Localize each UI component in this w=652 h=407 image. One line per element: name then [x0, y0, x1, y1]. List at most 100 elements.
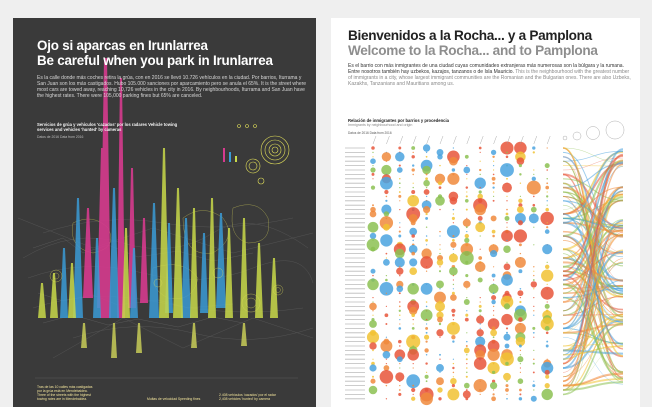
bubble-mark — [475, 336, 486, 347]
bubble-mark — [425, 235, 428, 237]
bubble-mark — [367, 278, 379, 291]
bubble-mark — [439, 248, 441, 250]
bubble-mark — [411, 327, 415, 330]
bubble-mark — [465, 208, 468, 211]
poster-left-footer-2: Multas de velocidad Speeding fines — [147, 397, 201, 401]
bubble-mark — [492, 305, 495, 308]
bubble-mark — [437, 181, 443, 186]
bubble-mark — [439, 358, 441, 360]
bubble-mark — [398, 234, 402, 238]
bubble-mark — [545, 207, 549, 212]
bubble-mark — [382, 223, 390, 231]
bubble-mark — [452, 288, 455, 290]
bubble-mark — [424, 334, 430, 340]
bubble-mark — [519, 252, 522, 255]
bubble-mark — [518, 203, 523, 208]
flow-line — [562, 248, 624, 323]
poster-left-footer-1: Tras de las 10 calles más castigadas por… — [37, 385, 93, 401]
bubble-mark — [514, 322, 526, 334]
poster-right-intro: Es el barrio con más inmigrantes de una … — [348, 63, 633, 87]
bubble-mark — [546, 261, 548, 264]
bubble-mark — [533, 270, 535, 272]
poster-towing[interactable]: Ojo si aparcas en Irunlarrea Be careful … — [13, 18, 316, 407]
bubble-mark — [519, 182, 522, 184]
bubble-mark — [412, 151, 414, 154]
bubble-mark — [491, 273, 496, 278]
bubble-mark — [366, 238, 380, 252]
bubble-mark — [372, 296, 374, 299]
bubble-mark — [533, 226, 535, 228]
bubble-mark — [503, 245, 511, 253]
bubble-mark — [438, 186, 442, 189]
bubble-mark — [466, 165, 468, 167]
bubble-mark — [381, 152, 392, 162]
bubble-mark — [533, 274, 535, 277]
bubble-mark — [451, 216, 455, 220]
flow-line — [562, 372, 624, 387]
bubble-mark — [492, 310, 495, 312]
bubble-mark — [385, 398, 388, 400]
bubble-mark — [396, 285, 404, 293]
bubble-mark — [466, 340, 468, 343]
bubble-mark — [490, 149, 497, 156]
bubble-mark — [452, 222, 455, 224]
bubble-mark — [546, 301, 548, 303]
bubble-mark — [379, 370, 394, 384]
bubble-mark — [466, 363, 468, 365]
legend-size-circle — [562, 135, 568, 141]
poster-right-title-en: Welcome to la Rocha... and to Pamplona — [348, 43, 598, 58]
bubble-mark — [478, 256, 483, 260]
bubble-mark — [409, 306, 418, 315]
bubble-mark — [533, 310, 535, 312]
bubble-mark — [544, 369, 550, 375]
bubble-mark — [479, 235, 481, 237]
bubble-mark — [411, 234, 415, 238]
bubble-mark — [439, 266, 441, 268]
poster-immigrants[interactable]: Bienvenidos a la Rocha... y a Pamplona W… — [331, 18, 640, 407]
bubble-mark — [465, 186, 469, 189]
bubble-mark — [380, 234, 393, 247]
bubble-mark — [505, 361, 509, 366]
bubble-mark — [439, 336, 441, 338]
bubble-mark — [519, 288, 522, 290]
bubble-mark — [462, 390, 471, 399]
bubble-mark — [532, 384, 536, 388]
bubble-mark — [449, 156, 458, 166]
bubble-mark — [487, 318, 500, 330]
bubble-mark — [451, 335, 456, 340]
towing-map-graphic — [17, 58, 314, 379]
bubble-mark — [466, 217, 468, 219]
bubble-mark — [425, 323, 428, 325]
bubble-mark — [532, 203, 536, 207]
bubble-mark — [398, 146, 402, 150]
bubble-mark — [492, 336, 495, 339]
bubble-mark — [546, 182, 549, 185]
flow-line — [562, 160, 624, 238]
bubble-mark — [476, 315, 485, 324]
flow-line — [562, 150, 624, 162]
bubble-mark — [369, 232, 377, 240]
bubble-mark — [492, 173, 495, 176]
bubble-mark — [514, 308, 527, 322]
bubble-mark — [506, 380, 508, 382]
flow-line — [562, 153, 624, 365]
flow-line — [562, 232, 624, 373]
bubble-mark — [473, 357, 487, 370]
bubble-mark — [422, 165, 431, 175]
bubble-mark — [439, 235, 441, 237]
bubble-mark — [367, 221, 379, 233]
bubble-mark — [519, 195, 521, 197]
bubble-mark — [533, 389, 535, 391]
bubble-mark — [369, 342, 377, 350]
bubble-mark — [546, 191, 548, 193]
bubble-mark — [518, 269, 523, 274]
bubble-mark — [452, 358, 455, 360]
bubble-mark — [492, 234, 495, 238]
bubble-mark — [411, 313, 415, 318]
bubble-mark — [463, 347, 470, 354]
bubble-mark — [411, 168, 415, 172]
bubble-mark — [506, 283, 508, 286]
bubble-mark — [492, 155, 495, 159]
flow-line — [562, 217, 624, 229]
